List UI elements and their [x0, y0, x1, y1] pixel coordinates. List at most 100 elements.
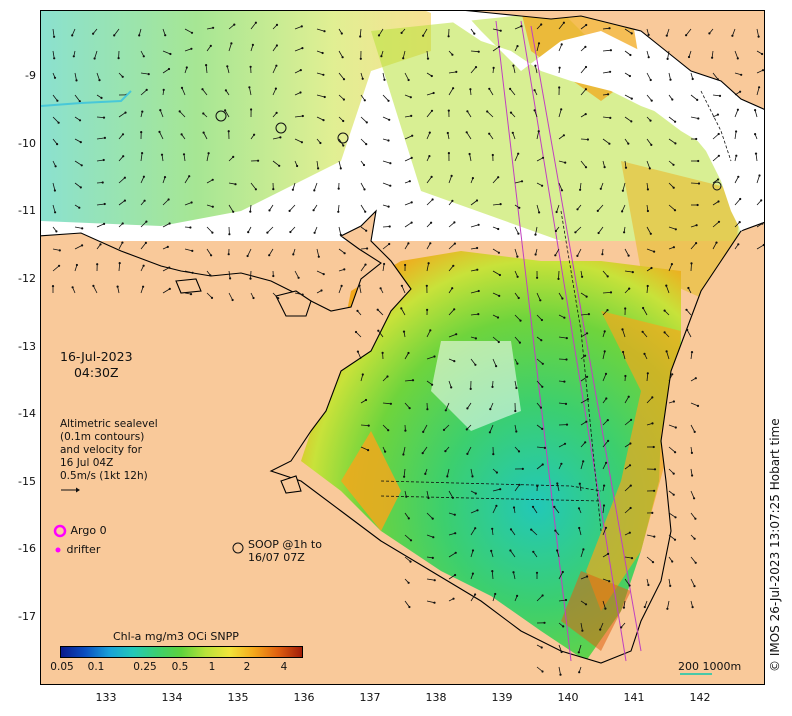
velocity-arrow — [690, 578, 695, 587]
velocity-arrow — [294, 138, 303, 143]
velocity-arrowhead — [696, 404, 700, 407]
velocity-arrow — [514, 380, 517, 389]
velocity-arrowhead — [687, 286, 690, 290]
velocity-arrowhead — [599, 628, 602, 631]
velocity-arrowhead — [650, 143, 653, 146]
velocity-arrow — [580, 313, 589, 316]
velocity-arrow — [580, 88, 587, 96]
velocity-arrowhead — [147, 73, 150, 76]
velocity-arrow — [602, 71, 611, 74]
velocity-arrow — [668, 116, 676, 123]
lon-label: 133 — [95, 691, 117, 704]
velocity-arrowhead — [646, 188, 650, 191]
lat-label: -11 — [18, 204, 36, 217]
velocity-arrowhead — [274, 87, 277, 90]
velocity-arrow — [360, 374, 364, 382]
velocity-arrowhead — [671, 373, 674, 376]
velocity-arrowhead — [474, 527, 477, 530]
velocity-arrow — [74, 182, 82, 188]
velocity-arrowhead — [509, 528, 513, 531]
velocity-arrow — [377, 309, 384, 316]
velocity-arrowhead — [450, 386, 453, 389]
velocity-arrowhead — [621, 189, 625, 192]
map-panel[interactable] — [40, 10, 765, 685]
velocity-arrowhead — [607, 552, 610, 556]
velocity-arrow — [74, 226, 83, 229]
velocity-arrow — [360, 182, 365, 190]
velocity-arrow — [712, 94, 721, 97]
velocity-arrowhead — [323, 30, 326, 33]
velocity-arrowhead — [447, 109, 450, 112]
velocity-arrowhead — [581, 275, 584, 278]
velocity-arrowhead — [708, 32, 711, 35]
velocity-arrow — [536, 380, 543, 388]
velocity-arrow — [558, 182, 563, 191]
velocity-arrowhead — [211, 231, 214, 234]
velocity-arrowhead — [166, 245, 169, 248]
velocity-arrowhead — [541, 362, 544, 365]
velocity-arrow — [492, 270, 501, 276]
velocity-arrow — [400, 308, 406, 316]
velocity-arrowhead — [251, 43, 254, 47]
velocity-arrow — [556, 483, 560, 492]
velocity-arrowhead — [694, 561, 697, 564]
velocity-arrowhead — [623, 231, 626, 234]
velocity-arrow — [602, 292, 612, 294]
velocity-arrowhead — [226, 65, 229, 68]
velocity-arrow — [598, 226, 604, 234]
velocity-arrow — [140, 242, 147, 250]
velocity-arrow — [426, 600, 435, 604]
velocity-arrowhead — [476, 509, 479, 512]
velocity-arrowhead — [539, 406, 542, 409]
velocity-arrowhead — [365, 121, 368, 124]
velocity-arrowhead — [227, 253, 230, 256]
velocity-arrowhead — [558, 86, 561, 89]
velocity-arrowhead — [621, 328, 624, 331]
velocity-arrowhead — [272, 274, 275, 278]
velocity-arrowhead — [690, 451, 694, 454]
velocity-arrow — [602, 440, 609, 448]
velocity-arrowhead — [491, 153, 494, 157]
velocity-arrowhead — [408, 407, 411, 410]
velocity-arrowhead — [354, 330, 358, 334]
velocity-arrow — [558, 270, 560, 279]
velocity-arrowhead — [737, 175, 740, 178]
velocity-arrowhead — [182, 153, 186, 156]
velocity-arrowhead — [665, 284, 668, 287]
velocity-arrowhead — [168, 266, 171, 269]
velocity-arrowhead — [532, 550, 535, 553]
velocity-arrow — [578, 644, 582, 653]
velocity-arrowhead — [474, 492, 477, 495]
velocity-arrowhead — [739, 90, 742, 93]
velocity-arrowhead — [608, 580, 611, 583]
lon-label: 134 — [161, 691, 183, 704]
velocity-arrowhead — [455, 70, 458, 73]
velocity-arrow — [184, 175, 190, 184]
velocity-arrowhead — [560, 43, 563, 46]
velocity-arrowhead — [190, 31, 194, 34]
velocity-arrowhead — [586, 375, 589, 378]
velocity-arrowhead — [672, 400, 676, 403]
velocity-arrow — [668, 512, 676, 518]
velocity-arrow — [580, 292, 587, 297]
velocity-arrow — [138, 28, 142, 36]
velocity-arrowhead — [475, 199, 479, 202]
velocity-arrowhead — [191, 249, 194, 252]
velocity-arrow — [558, 644, 562, 653]
velocity-arrowhead — [317, 167, 320, 170]
velocity-arrow — [470, 550, 474, 558]
velocity-arrow — [448, 175, 452, 184]
velocity-arrowhead — [211, 178, 214, 181]
velocity-arrowhead — [716, 78, 720, 81]
velocity-arrow — [558, 109, 562, 118]
velocity-arrowhead — [322, 119, 325, 122]
velocity-arrowhead — [754, 109, 757, 112]
velocity-arrow — [580, 398, 589, 404]
velocity-arrowhead — [628, 74, 632, 78]
velocity-arrow — [597, 204, 604, 212]
velocity-arrow — [492, 336, 500, 343]
velocity-arrowhead — [695, 242, 698, 245]
velocity-arrowhead — [651, 561, 655, 564]
velocity-arrowhead — [92, 32, 95, 35]
velocity-arrowhead — [497, 251, 500, 254]
